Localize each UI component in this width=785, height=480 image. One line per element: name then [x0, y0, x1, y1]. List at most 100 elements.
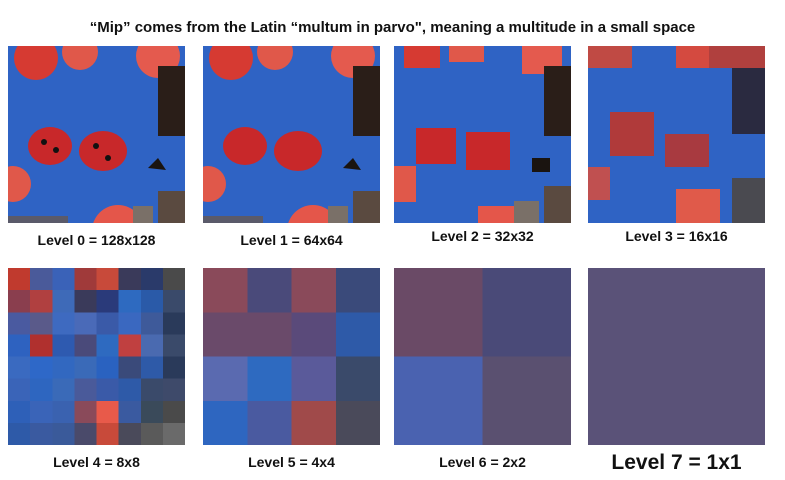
- pixel-grid-8x8: [8, 268, 185, 445]
- level-4-cell: [119, 312, 142, 335]
- level-1-label: Level 1 = 64x64: [203, 232, 380, 248]
- level-4-cell: [141, 379, 164, 402]
- level-4-cell: [97, 268, 120, 291]
- level-4-cell: [74, 401, 97, 424]
- level-6-cell: [483, 357, 572, 446]
- level-4-cell: [30, 334, 53, 357]
- level-4-cell: [30, 268, 53, 291]
- level-4-cell: [52, 312, 75, 335]
- level-6-label: Level 6 = 2x2: [394, 454, 571, 470]
- level-5-cell: [247, 357, 292, 402]
- level-4-cell: [119, 379, 142, 402]
- level-4-cell: [30, 423, 53, 445]
- level-4-label: Level 4 = 8x8: [8, 454, 185, 470]
- level-4-cell: [8, 401, 31, 424]
- level-5-cell: [336, 357, 380, 402]
- level-4-cell: [119, 290, 142, 313]
- title: “Mip” comes from the Latin “multum in pa…: [0, 19, 785, 37]
- level-5-cell: [247, 401, 292, 445]
- level-4-cell: [52, 401, 75, 424]
- pixel-grid-2x2: [394, 268, 571, 445]
- level-4-cell: [97, 379, 120, 402]
- level-5-cell: [336, 268, 380, 313]
- level-4-cell: [97, 290, 120, 313]
- level-4-cell: [141, 290, 164, 313]
- level-4-cell: [52, 379, 75, 402]
- scene-level-0: [8, 46, 185, 223]
- level-4-cell: [52, 334, 75, 357]
- level-4-cell: [8, 268, 31, 291]
- level-3-image: [588, 46, 765, 223]
- level-5-cell: [247, 312, 292, 357]
- level-7-label: Level 7 = 1x1: [588, 451, 765, 475]
- level-4-cell: [8, 290, 31, 313]
- level-5-cell: [292, 357, 337, 402]
- level-4-cell: [97, 401, 120, 424]
- level-5-cell: [336, 312, 380, 357]
- level-5-cell: [292, 312, 337, 357]
- level-5-cell: [292, 268, 337, 313]
- level-6-cell: [483, 268, 572, 358]
- level-4-cell: [119, 334, 142, 357]
- level-6-cell: [394, 357, 484, 446]
- level-4-cell: [30, 379, 53, 402]
- level-3-label: Level 3 = 16x16: [588, 228, 765, 244]
- level-4-cell: [8, 312, 31, 335]
- level-4-cell: [141, 268, 164, 291]
- level-4-cell: [163, 290, 185, 313]
- level-4-cell: [97, 334, 120, 357]
- level-4-cell: [52, 268, 75, 291]
- level-4-cell: [97, 312, 120, 335]
- level-4-cell: [141, 423, 164, 445]
- level-4-cell: [52, 357, 75, 380]
- level-2-image: [394, 46, 571, 223]
- level-4-cell: [163, 268, 185, 291]
- level-5-cell: [336, 401, 380, 445]
- scene-level-3: [588, 46, 765, 223]
- level-4-cell: [74, 379, 97, 402]
- level-4-cell: [74, 423, 97, 445]
- level-4-cell: [30, 357, 53, 380]
- level-4-cell: [119, 401, 142, 424]
- level-4-cell: [8, 357, 31, 380]
- level-0-image: [8, 46, 185, 223]
- level-4-cell: [74, 334, 97, 357]
- level-4-cell: [74, 290, 97, 313]
- level-4-cell: [163, 423, 185, 445]
- level-4-cell: [141, 401, 164, 424]
- level-5-image: [203, 268, 380, 445]
- level-4-cell: [97, 423, 120, 445]
- level-4-cell: [141, 334, 164, 357]
- level-4-cell: [8, 379, 31, 402]
- pixel-grid-4x4: [203, 268, 380, 445]
- level-5-cell: [203, 401, 248, 445]
- level-4-cell: [141, 312, 164, 335]
- level-1-image: [203, 46, 380, 223]
- level-4-cell: [97, 357, 120, 380]
- level-4-cell: [30, 401, 53, 424]
- level-4-cell: [30, 312, 53, 335]
- level-6-image: [394, 268, 571, 445]
- level-4-cell: [141, 357, 164, 380]
- level-4-cell: [8, 334, 31, 357]
- level-5-cell: [203, 357, 248, 402]
- level-5-cell: [203, 268, 248, 313]
- level-4-cell: [74, 268, 97, 291]
- level-0-label: Level 0 = 128x128: [8, 232, 185, 248]
- pixel-grid-1x1: [588, 268, 765, 445]
- level-4-cell: [74, 312, 97, 335]
- level-6-cell: [394, 268, 484, 358]
- level-4-cell: [52, 423, 75, 445]
- level-4-cell: [163, 312, 185, 335]
- level-4-cell: [119, 423, 142, 445]
- level-5-cell: [247, 268, 292, 313]
- level-4-cell: [74, 357, 97, 380]
- level-4-cell: [30, 290, 53, 313]
- level-2-label: Level 2 = 32x32: [394, 228, 571, 244]
- level-5-cell: [203, 312, 248, 357]
- level-5-cell: [292, 401, 337, 445]
- level-4-cell: [119, 268, 142, 291]
- level-4-image: [8, 268, 185, 445]
- level-4-cell: [163, 357, 185, 380]
- scene-level-2: [394, 46, 571, 223]
